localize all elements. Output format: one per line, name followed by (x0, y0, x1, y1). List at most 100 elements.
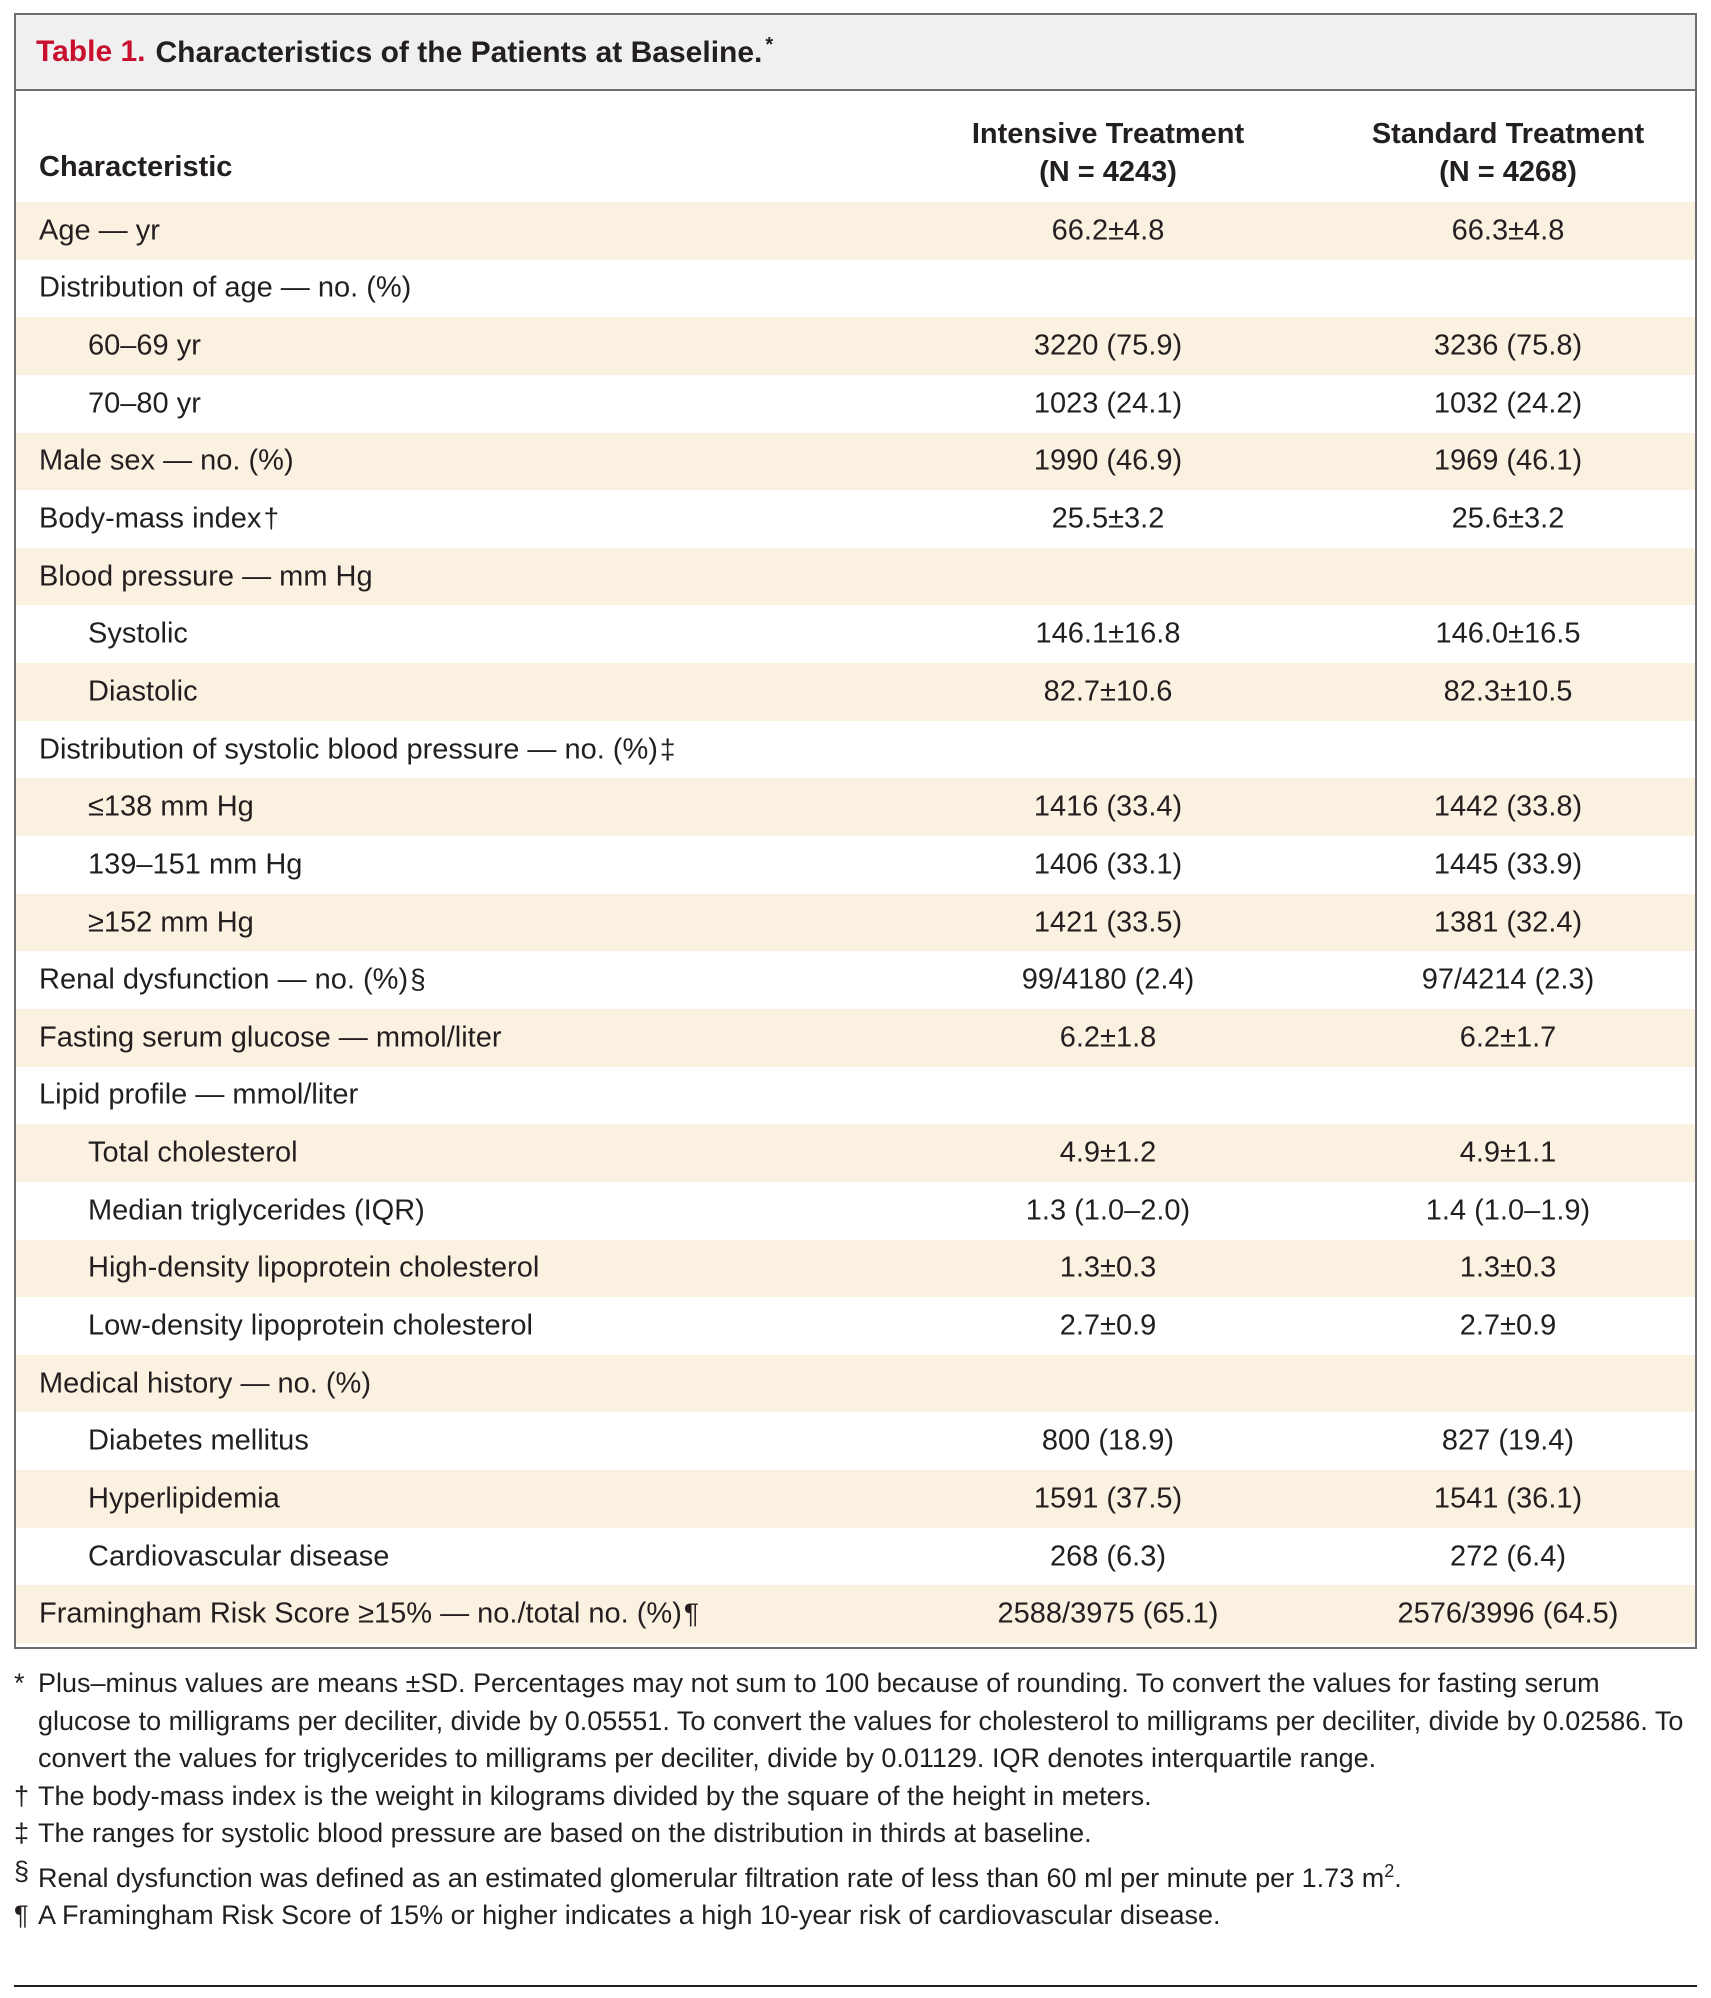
column-header-characteristic: Characteristic (39, 151, 233, 183)
cell-intensive: 1.3 (1.0–2.0) (1025, 1194, 1191, 1227)
cell-standard: 25.6±3.2 (1451, 502, 1565, 535)
footnote: ‡ The ranges for systolic blood pressure … (14, 1815, 1697, 1853)
table-row: ≤138 mm Hg 1416 (33.4) 1442 (33.8) (16, 778, 1695, 837)
row-label-text: Hyperlipidemia (88, 1482, 280, 1515)
bottom-rule (14, 1985, 1697, 1987)
row-label: Age — yr (39, 214, 162, 247)
cell-intensive: 1421 (33.5) (1033, 906, 1183, 938)
footnote-mark: * (14, 1668, 25, 1698)
cell-standard: 272 (6.4) (1449, 1540, 1567, 1573)
table-row: Hyperlipidemia 1591 (37.5) 1541 (36.1) (16, 1470, 1695, 1528)
footnote-text: The ranges for systolic blood pressure a… (38, 1818, 1092, 1848)
row-label: Male sex — no. (%) (39, 445, 296, 478)
row-label-text: Diastolic (88, 675, 198, 708)
cell-intensive: 4.9±1.2 (1059, 1136, 1157, 1169)
cell-intensive: 1416 (33.4) (1033, 790, 1183, 823)
table-row: Medical history — no. (%) (16, 1354, 1695, 1413)
row-label: High-density lipoprotein cholesterol (88, 1252, 541, 1285)
row-label: Diabetes mellitus (88, 1425, 311, 1458)
cell-intensive: 1406 (33.1) (1033, 848, 1183, 881)
cell-standard: 4.9±1.1 (1459, 1136, 1557, 1169)
cell-standard: 1445 (33.9) (1433, 848, 1583, 881)
cell-intensive: 1.3±0.3 (1059, 1251, 1157, 1284)
table-label: Table 1. (36, 35, 146, 68)
row-label: Renal dysfunction — no. (%)§ (39, 964, 426, 997)
row-label-text: Diabetes mellitus (88, 1424, 309, 1457)
column-headers: Characteristic Intensive Treatment (N = … (16, 93, 1695, 200)
row-label-text: Total cholesterol (88, 1136, 298, 1169)
cell-intensive: 82.7±10.6 (1043, 675, 1173, 708)
table-row: Systolic 146.1±16.8 146.0±16.5 (16, 605, 1695, 663)
cell-intensive: 1023 (24.1) (1033, 387, 1183, 420)
row-label-text: Fasting serum glucose — mmol/liter (39, 1021, 502, 1054)
cell-intensive: 2.7±0.9 (1059, 1309, 1157, 1342)
table-row: 139–151 mm Hg 1406 (33.1) 1445 (33.9) (16, 836, 1695, 894)
row-label: Medical history — no. (%) (39, 1367, 373, 1400)
cell-standard: 146.0±16.5 (1435, 617, 1581, 650)
row-label: Low-density lipoprotein cholesterol (88, 1309, 535, 1342)
table-row: Fasting serum glucose — mmol/liter 6.2±1.… (16, 1008, 1695, 1067)
table-row: 70–80 yr 1023 (24.1) 1032 (24.2) (16, 375, 1695, 433)
table-row: Total cholesterol 4.9±1.2 4.9±1.1 (16, 1124, 1695, 1182)
row-label-text: Systolic (88, 617, 188, 650)
cell-intensive: 1591 (37.5) (1033, 1482, 1183, 1515)
cell-standard: 827 (19.4) (1441, 1424, 1575, 1457)
cell-standard: 1381 (32.4) (1433, 906, 1583, 938)
cell-intensive: 1990 (46.9) (1033, 444, 1183, 477)
table-footnotes: * Plus–minus values are means ±SD. Percen… (14, 1665, 1697, 1935)
table-body: Age — yr 66.2±4.8 66.3±4.8 Distribution of … (16, 202, 1695, 1644)
row-label-text: Blood pressure — mm Hg (39, 560, 373, 593)
table-row: High-density lipoprotein cholesterol 1.3±… (16, 1239, 1695, 1298)
cell-standard: 1541 (36.1) (1433, 1482, 1583, 1515)
row-label-text: ≤138 mm Hg (88, 790, 254, 823)
row-label: Fasting serum glucose — mmol/liter (39, 1021, 504, 1054)
footnote-mark: § (14, 1855, 30, 1886)
cell-standard: 2.7±0.9 (1459, 1309, 1557, 1342)
cell-intensive: 800 (18.9) (1041, 1424, 1175, 1457)
row-label-text: Low-density lipoprotein cholesterol (88, 1309, 533, 1342)
row-label-text: Renal dysfunction — no. (%) (39, 963, 409, 996)
footnote-text: A Framingham Risk Score of 15% or higher… (38, 1900, 1221, 1930)
row-label-text: High-density lipoprotein cholesterol (88, 1251, 540, 1284)
table-title-text: Characteristics of the Patients at Basel… (155, 36, 763, 69)
table-row: Distribution of age — no. (%) (16, 260, 1695, 318)
row-label: Distribution of systolic blood pressure … (39, 733, 676, 766)
row-label: Blood pressure — mm Hg (39, 560, 375, 593)
row-label: Cardiovascular disease (88, 1540, 391, 1573)
cell-standard: 3236 (75.8) (1433, 329, 1583, 362)
row-label-text: 70–80 yr (88, 387, 201, 420)
row-label: Diastolic (88, 675, 200, 708)
table-title-bar: Table 1. Characteristics of the Patients… (16, 15, 1695, 91)
baseline-characteristics-table: Table 1. Characteristics of the Patients… (14, 13, 1697, 1649)
row-label: 139–151 mm Hg (88, 848, 304, 881)
table-row: 60–69 yr 3220 (75.9) 3236 (75.8) (16, 317, 1695, 375)
table-row: Body-mass index† 25.5±3.2 25.6±3.2 (16, 490, 1695, 548)
table-row: Median triglycerides (IQR) 1.3 (1.0–2.0) 1… (16, 1182, 1695, 1240)
row-label-text: Median triglycerides (IQR) (88, 1194, 425, 1227)
row-label-text: 139–151 mm Hg (88, 848, 303, 881)
row-label: Systolic (88, 618, 190, 651)
cell-intensive: 25.5±3.2 (1051, 502, 1165, 535)
table-row: ≥152 mm Hg 1421 (33.5) 1381 (32.4) (16, 893, 1695, 952)
table-row: Blood pressure — mm Hg (16, 547, 1695, 606)
footnote-tail: . (1394, 1862, 1402, 1893)
row-label-text: Medical history — no. (%) (39, 1367, 371, 1400)
row-label: Distribution of age — no. (%) (39, 272, 413, 305)
footnote-mark: † (14, 1780, 30, 1811)
footnote: ¶ A Framingham Risk Score of 15% or highe… (14, 1897, 1697, 1935)
table-row: Framingham Risk Score ≥15% — no./total n… (16, 1585, 1695, 1644)
table-title: Characteristics of the Patients at Basel… (155, 34, 773, 70)
cell-intensive: 66.2±4.8 (1051, 214, 1165, 247)
row-footnote-mark: ¶ (683, 1597, 699, 1629)
cell-standard: 97/4214 (2.3) (1421, 963, 1595, 996)
column-header-standard: Standard Treatment (N = 4268) (1328, 115, 1688, 191)
row-label-text: 60–69 yr (88, 329, 201, 362)
table-row: Cardiovascular disease 268 (6.3) 272 (6.4) (16, 1528, 1695, 1586)
row-label: Framingham Risk Score ≥15% — no./total n… (39, 1598, 699, 1631)
row-label-text: Framingham Risk Score ≥15% — no./total n… (39, 1597, 682, 1630)
footnote-text: The body-mass index is the weight in kil… (38, 1780, 1152, 1811)
table-row: Low-density lipoprotein cholesterol 2.7±0… (16, 1297, 1695, 1355)
row-label: 60–69 yr (88, 330, 203, 363)
row-label-text: Lipid profile — mmol/liter (39, 1078, 359, 1111)
table-row: Male sex — no. (%) 1990 (46.9) 1969 (46.1) (16, 432, 1695, 491)
